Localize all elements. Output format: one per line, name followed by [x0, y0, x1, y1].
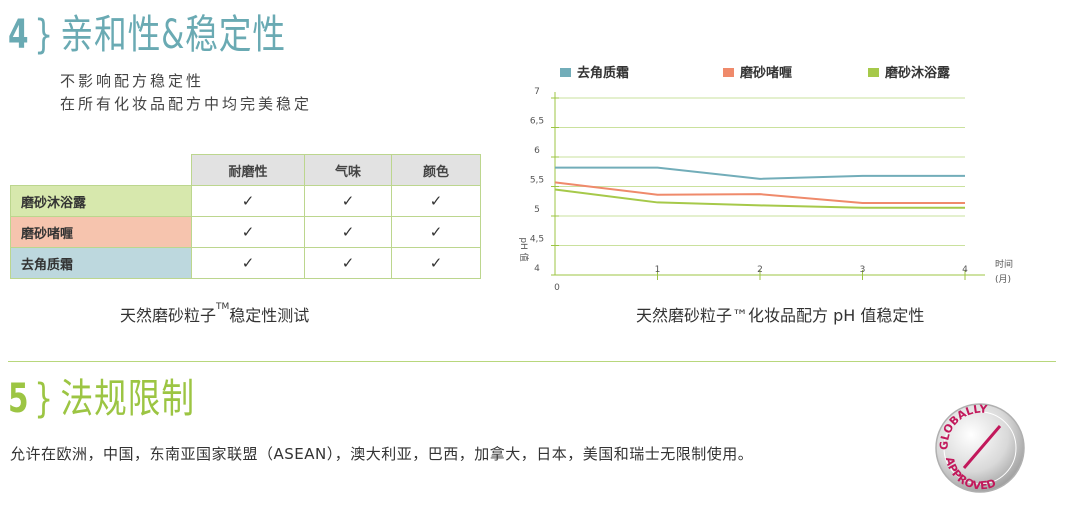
y-tick-label: 4 — [534, 264, 540, 274]
x-tick-label: 3 — [860, 265, 866, 275]
y-tick-label: 4,5 — [530, 235, 544, 245]
y-tick-label: 5 — [534, 205, 540, 215]
legend-swatch — [723, 68, 734, 77]
chart-grid — [555, 97, 965, 276]
header-odor: 气味 — [304, 154, 392, 186]
section-brace: } — [34, 376, 54, 422]
check-mark: ✓ — [304, 185, 392, 217]
legend-label: 磨砂沐浴露 — [885, 65, 951, 81]
section-number: 5 — [8, 376, 30, 422]
table-corner — [11, 155, 192, 186]
check-mark: ✓ — [391, 185, 481, 217]
table-caption: 天然磨砂粒子TM稳定性测试 — [120, 302, 309, 326]
chart-series — [554, 166, 965, 209]
table-row: 磨砂啫喱 ✓ ✓ ✓ — [10, 216, 481, 248]
section-4-title: 4} 亲和性&稳定性 — [8, 2, 286, 60]
trademark-mark: TM — [216, 302, 230, 312]
y-tick-label: 5,5 — [530, 176, 544, 186]
x-tick-label: 1 — [655, 265, 661, 275]
row-label: 磨砂啫喱 — [10, 216, 192, 248]
chart-legend: 去角质霜 磨砂啫喱 磨砂沐浴露 — [560, 65, 951, 81]
row-label: 磨砂沐浴露 — [10, 185, 192, 217]
header-abrasion: 耐磨性 — [191, 154, 305, 186]
check-mark: ✓ — [191, 247, 305, 279]
x-tick-label: 2 — [757, 265, 763, 275]
regulation-text: 允许在欧洲，中国，东南亚国家联盟（ASEAN），澳大利亚，巴西，加拿大，日本，美… — [10, 445, 754, 463]
stability-table: 耐磨性 气味 颜色 磨砂沐浴露 ✓ ✓ ✓ 磨砂啫喱 ✓ ✓ ✓ 去角质霜 ✓ … — [10, 154, 481, 279]
ph-stability-chart: 4 4,5 5 5,5 6 6,5 7 0 1 2 3 4 去角质霜 磨砂啫喱 磨砂沐浴露 时间 (月) pH… — [518, 65, 1013, 293]
chart-caption: 天然磨砂粒子™化妆品配方 pH 值稳定性 — [636, 306, 925, 325]
series-line — [554, 181, 965, 205]
y-tick-label: 6,5 — [530, 117, 544, 127]
intro-line-1: 不影响配方稳定性 — [60, 72, 205, 90]
legend-label: 磨砂啫喱 — [740, 65, 792, 81]
y-axis-label: pH 值 — [518, 237, 530, 261]
table-row: 去角质霜 ✓ ✓ ✓ — [10, 247, 481, 279]
x-axis-label: 时间 — [995, 258, 1013, 270]
check-mark: ✓ — [304, 216, 392, 248]
table-row: 磨砂沐浴露 ✓ ✓ ✓ — [10, 185, 481, 217]
series-line — [554, 188, 965, 209]
table-caption-a: 天然磨砂粒子 — [120, 306, 217, 325]
table-header-row: 耐磨性 气味 颜色 — [11, 154, 481, 186]
intro-text: 不影响配方稳定性 在所有化妆品配方中均完美稳定 — [60, 70, 312, 116]
section-number: 4 — [8, 12, 30, 58]
section-brace: } — [34, 12, 54, 58]
globally-approved-seal-icon: GLOBALLY APPROVED — [935, 403, 1025, 493]
check-mark: ✓ — [191, 185, 305, 217]
section-heading: 亲和性&稳定性 — [60, 12, 286, 58]
chart-labels: 时间 (月) pH 值 — [518, 237, 1013, 285]
row-label: 去角质霜 — [10, 247, 192, 279]
intro-line-2: 在所有化妆品配方中均完美稳定 — [60, 95, 313, 113]
series-line — [555, 166, 965, 180]
y-tick-label: 6 — [534, 146, 540, 156]
check-mark: ✓ — [391, 247, 481, 279]
x-tick-label: 4 — [962, 265, 968, 275]
check-mark: ✓ — [391, 216, 481, 248]
legend-swatch — [868, 68, 879, 77]
x-tick-label: 0 — [554, 283, 560, 293]
chart-axes: 4 4,5 5 5,5 6 6,5 7 0 1 2 3 4 — [530, 87, 985, 293]
check-mark: ✓ — [191, 216, 305, 248]
section-divider — [8, 361, 1056, 362]
section-heading: 法规限制 — [60, 376, 195, 422]
legend-swatch — [560, 68, 571, 77]
check-mark: ✓ — [304, 247, 392, 279]
y-tick-label: 7 — [534, 87, 540, 97]
legend-label: 去角质霜 — [577, 65, 629, 81]
x-axis-label-unit: (月) — [995, 274, 1011, 285]
section-5-title: 5} 法规限制 — [8, 366, 195, 424]
table-caption-b: 稳定性测试 — [229, 306, 310, 325]
header-color: 颜色 — [391, 154, 481, 186]
